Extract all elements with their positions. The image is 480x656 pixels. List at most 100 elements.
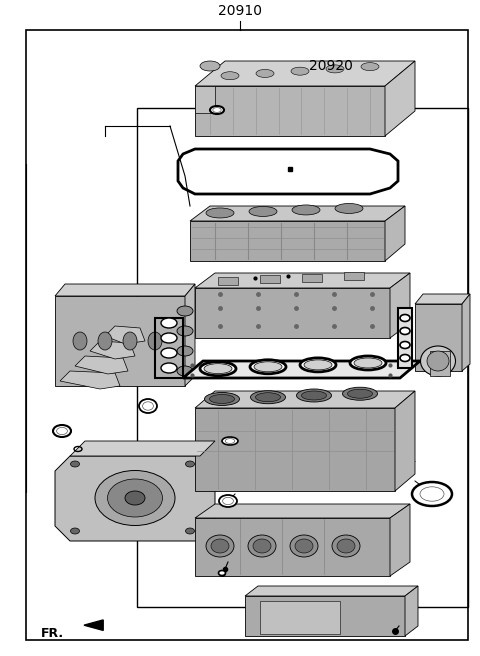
Ellipse shape [256,70,274,77]
Ellipse shape [98,332,112,350]
Ellipse shape [297,389,332,402]
Ellipse shape [249,207,277,216]
Bar [155,318,183,378]
Ellipse shape [139,399,157,413]
Polygon shape [60,371,120,389]
Ellipse shape [219,495,237,507]
Ellipse shape [71,528,80,534]
Ellipse shape [200,61,220,71]
Ellipse shape [221,72,239,80]
Polygon shape [385,206,405,261]
Polygon shape [55,296,185,386]
Ellipse shape [400,354,410,361]
Ellipse shape [108,479,163,517]
Polygon shape [415,294,470,304]
Ellipse shape [73,332,87,350]
Bar [302,274,322,281]
Text: 20910: 20910 [218,5,262,18]
Ellipse shape [177,366,193,376]
Polygon shape [185,284,195,386]
Ellipse shape [161,363,177,373]
Ellipse shape [400,342,410,348]
Ellipse shape [291,67,309,75]
Bar [344,272,364,280]
Ellipse shape [290,535,318,557]
Ellipse shape [350,356,386,370]
Polygon shape [195,273,410,288]
Ellipse shape [95,470,175,525]
Ellipse shape [253,539,271,553]
Polygon shape [75,356,128,374]
Ellipse shape [177,346,193,356]
Polygon shape [395,391,415,491]
Polygon shape [90,341,135,359]
Ellipse shape [71,461,80,467]
Ellipse shape [326,65,344,73]
Ellipse shape [161,348,177,358]
Polygon shape [405,586,418,636]
Polygon shape [195,518,390,576]
Ellipse shape [248,535,276,557]
Polygon shape [245,596,405,636]
Ellipse shape [223,497,233,504]
Ellipse shape [225,439,235,443]
Polygon shape [195,504,410,518]
Ellipse shape [361,62,379,71]
Ellipse shape [412,482,452,506]
Ellipse shape [161,333,177,343]
Ellipse shape [295,539,313,553]
Ellipse shape [177,306,193,316]
Polygon shape [195,391,415,408]
Ellipse shape [213,108,221,112]
Ellipse shape [354,358,382,368]
Ellipse shape [206,208,234,218]
Ellipse shape [222,437,238,445]
Ellipse shape [304,360,332,370]
Ellipse shape [210,106,224,114]
Polygon shape [84,620,103,630]
Text: 20920: 20920 [309,60,353,73]
Ellipse shape [400,327,410,335]
Polygon shape [105,326,145,344]
Ellipse shape [200,361,236,376]
Ellipse shape [254,361,282,372]
Ellipse shape [400,314,410,321]
Ellipse shape [218,571,226,575]
Bar [218,277,238,285]
Ellipse shape [251,391,286,403]
Ellipse shape [185,461,194,467]
Ellipse shape [420,487,444,501]
Ellipse shape [255,393,280,401]
Ellipse shape [53,425,71,437]
Polygon shape [190,221,385,261]
Polygon shape [195,61,415,86]
Polygon shape [55,284,195,296]
Ellipse shape [125,491,145,505]
Polygon shape [195,86,215,113]
Ellipse shape [427,351,449,371]
Polygon shape [195,288,390,338]
Polygon shape [430,351,450,376]
Polygon shape [385,61,415,136]
Polygon shape [390,273,410,338]
Ellipse shape [204,363,232,374]
Ellipse shape [204,392,240,405]
Polygon shape [245,586,418,596]
Ellipse shape [335,203,363,213]
Ellipse shape [185,528,194,534]
Bar [137,108,468,607]
Polygon shape [398,308,412,368]
Polygon shape [462,294,470,371]
Ellipse shape [337,539,355,553]
Ellipse shape [301,391,326,400]
Polygon shape [55,441,215,541]
Ellipse shape [332,535,360,557]
Ellipse shape [211,539,229,553]
Ellipse shape [343,387,377,400]
Ellipse shape [209,394,235,403]
Ellipse shape [420,346,456,376]
Polygon shape [415,304,462,371]
Ellipse shape [348,389,372,398]
Ellipse shape [57,428,67,434]
Ellipse shape [250,359,286,374]
